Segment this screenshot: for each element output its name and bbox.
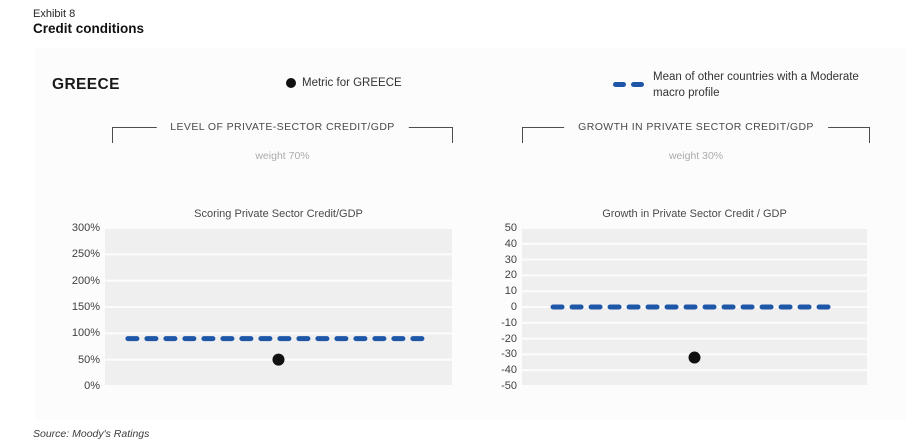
y-axis-tick-label: 150% (71, 301, 100, 313)
metric-dot-icon (286, 78, 296, 88)
legend-metric-label: Metric for GREECE (302, 77, 402, 89)
grid-band (522, 371, 867, 385)
y-axis-tick-label: -50 (501, 380, 517, 392)
grid-band (522, 244, 867, 259)
chart-growth-plot-area (522, 229, 867, 385)
y-axis-tick-label: -20 (501, 332, 517, 345)
weight-growth-label: weight 30% (668, 150, 724, 162)
chart-level-y-axis: 300% 250% 200% 150% 100% 50% 0% (48, 222, 100, 392)
figure-card: GREECE Metric for GREECE Mean of other c… (35, 48, 906, 420)
grid-band (105, 308, 452, 333)
grid-band (522, 229, 867, 243)
y-axis-tick-label: 0% (84, 380, 100, 392)
grid-band (105, 255, 452, 280)
y-axis-tick-label: -10 (501, 316, 517, 329)
y-axis-tick-label: 50 (504, 222, 517, 234)
grid-band (105, 229, 452, 254)
bracket-growth: GROWTH IN PRIVATE SECTOR CREDIT/GDP (522, 121, 870, 143)
exhibit-number: Exhibit 8 (33, 8, 76, 20)
y-axis-tick-label: 20 (504, 269, 517, 282)
y-axis-tick-label: 30 (504, 253, 517, 266)
y-axis-tick-label: 0 (510, 301, 517, 313)
chart-growth-title: Growth in Private Sector Credit / GDP (602, 208, 787, 220)
country-label: GREECE (52, 76, 120, 93)
country-metric-point (272, 353, 285, 366)
grid-band (522, 292, 867, 306)
grid-band (522, 276, 867, 291)
grid-band (522, 323, 867, 338)
bracket-level-label: LEVEL OF PRIVATE-SECTOR CREDIT/GDP (156, 121, 409, 133)
legend-mean: Mean of other countries with a Moderate … (613, 70, 888, 101)
chart-level-plot-area (105, 229, 452, 385)
legend-metric: Metric for GREECE (286, 77, 402, 89)
y-axis-tick-label: 10 (504, 285, 517, 298)
chart-level-title: Scoring Private Sector Credit/GDP (194, 208, 363, 220)
mean-dashed-line-icon (613, 82, 644, 87)
grid-band (105, 281, 452, 306)
y-axis-tick-label: 250% (71, 248, 100, 261)
y-axis-tick-label: -30 (501, 348, 517, 361)
chart-level-credit-gdp: Scoring Private Sector Credit/GDP 300% 25… (48, 208, 452, 392)
y-axis-tick-label: 200% (71, 274, 100, 287)
grid-band (522, 260, 867, 275)
chart-growth-credit-gdp: Growth in Private Sector Credit / GDP 50… (465, 208, 867, 392)
weight-level-label: weight 70% (255, 150, 310, 162)
chart-growth-y-axis: 50 40 30 20 10 0 -10 -20 -30 -40 -50 (465, 222, 517, 392)
y-axis-tick-label: 40 (504, 237, 517, 250)
grid-band (522, 339, 867, 354)
y-axis-tick-label: 300% (71, 222, 100, 234)
y-axis-tick-label: -40 (501, 364, 517, 377)
country-metric-point (688, 351, 701, 364)
exhibit-title: Credit conditions (33, 21, 144, 36)
grid-band (522, 308, 867, 322)
legend-mean-label: Mean of other countries with a Moderate … (653, 71, 859, 99)
y-axis-tick-label: 100% (71, 327, 100, 340)
bracket-level: LEVEL OF PRIVATE-SECTOR CREDIT/GDP (112, 121, 453, 143)
bracket-growth-label: GROWTH IN PRIVATE SECTOR CREDIT/GDP (564, 121, 828, 133)
y-axis-tick-label: 50% (77, 353, 100, 366)
source-note: Source: Moody's Ratings (33, 428, 150, 440)
